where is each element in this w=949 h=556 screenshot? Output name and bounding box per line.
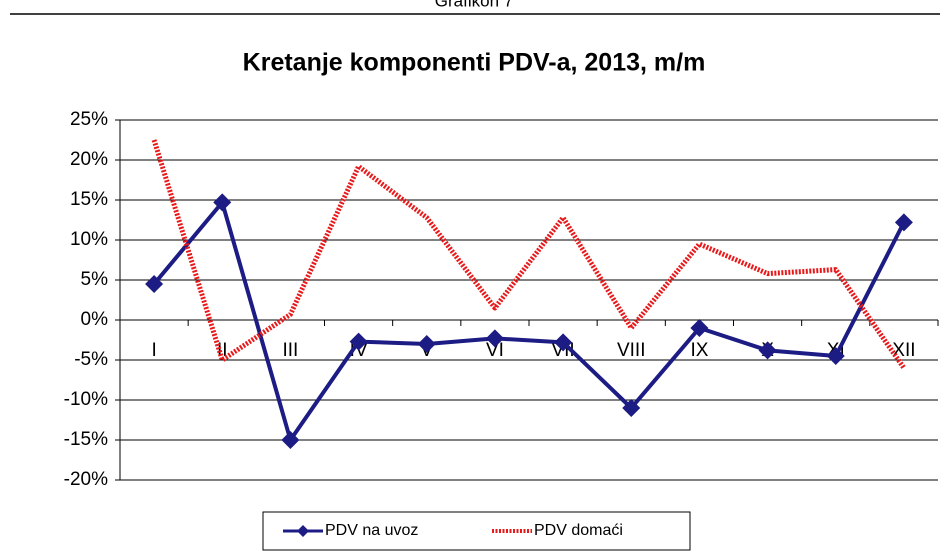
y-tick-label: 10% (70, 229, 108, 250)
y-tick-label: 25% (70, 109, 108, 130)
point-marker (417, 335, 436, 353)
y-tick-label: -20% (64, 469, 108, 490)
y-tick-label: 20% (70, 149, 108, 170)
point-marker (281, 431, 300, 449)
y-tick-label: 0% (81, 309, 109, 330)
point-marker (349, 332, 368, 351)
x-tick-label: IX (690, 340, 708, 361)
point-marker (554, 333, 573, 352)
x-tick-label: I (151, 340, 156, 361)
series-line (152, 200, 906, 442)
legend-label: PDV na uvoz (325, 522, 418, 539)
y-tick-label: 15% (70, 189, 108, 210)
x-tick-label: III (282, 340, 298, 361)
legend-box (262, 511, 691, 551)
x-tick-label: VIII (617, 340, 646, 361)
x-tick-label: II (217, 340, 228, 361)
point-marker (894, 213, 913, 232)
y-tick-label: -5% (74, 349, 108, 370)
x-tick-label: VI (486, 340, 504, 361)
point-marker (622, 399, 641, 417)
point-marker (826, 347, 845, 365)
point-marker (145, 275, 164, 293)
point-marker (690, 319, 709, 337)
point-marker (485, 329, 504, 348)
point-marker (213, 193, 232, 212)
header: Grafikon 7 (435, 0, 513, 10)
legend-swatch (297, 525, 309, 537)
legend-label: PDV domaći (534, 522, 623, 539)
y-tick-label: -15% (64, 429, 108, 450)
point-marker (758, 341, 777, 360)
y-tick-label: -10% (64, 389, 108, 410)
chart-title: Kretanje komponenti PDV-a, 2013, m/m (243, 49, 706, 77)
x-tick-label: XII (892, 340, 915, 361)
series-line (151, 139, 906, 370)
y-tick-label: 5% (81, 269, 109, 290)
